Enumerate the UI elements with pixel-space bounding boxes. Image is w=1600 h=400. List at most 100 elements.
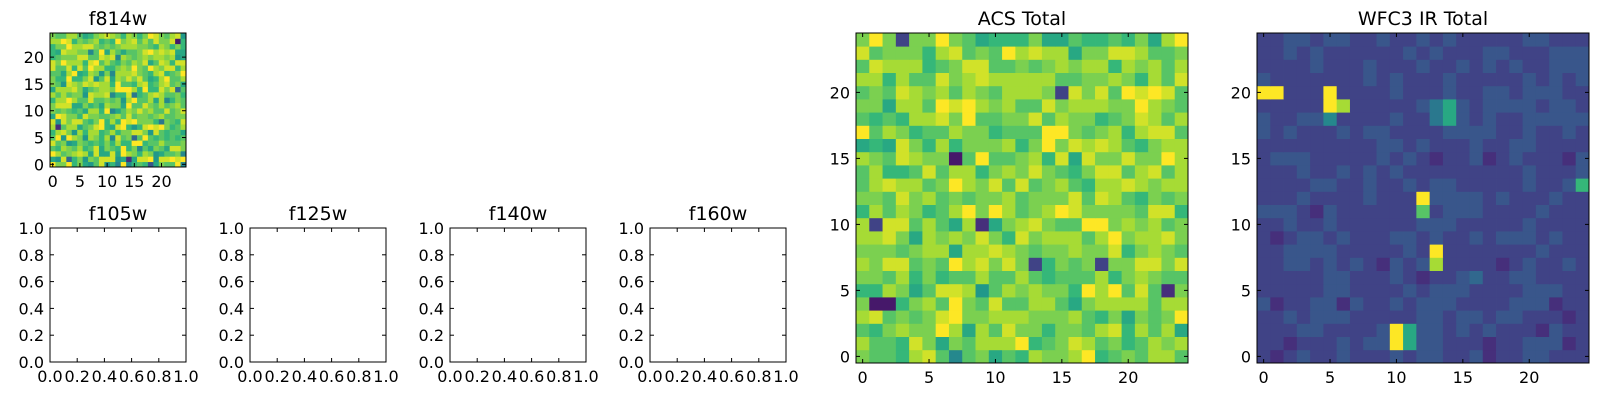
heatmap-cell xyxy=(1028,310,1043,324)
heatmap-cell xyxy=(1257,257,1271,271)
heatmap-cell xyxy=(1456,85,1470,100)
heatmap-cell xyxy=(164,54,171,61)
heatmap-cell xyxy=(1482,112,1497,126)
heatmap-cell xyxy=(71,49,78,55)
heatmap-cell xyxy=(1562,336,1577,351)
heatmap-cell xyxy=(93,129,100,136)
x-tick-label: 15 xyxy=(1453,368,1473,387)
heatmap-cell xyxy=(1376,72,1391,87)
heatmap-cell xyxy=(115,145,122,152)
heatmap-cell xyxy=(1257,204,1271,219)
heatmap-cell xyxy=(962,270,976,285)
heatmap-cell xyxy=(869,283,883,298)
heatmap-cell xyxy=(869,217,883,232)
heatmap-cell xyxy=(55,134,62,141)
heatmap-cell xyxy=(1095,217,1109,232)
heatmap-cell xyxy=(1403,257,1417,271)
heatmap-cell xyxy=(82,33,89,39)
heatmap-cell xyxy=(1296,112,1311,126)
heatmap-cell xyxy=(1482,85,1497,100)
heatmap-cell xyxy=(1522,46,1537,60)
heatmap-cell xyxy=(1469,336,1484,351)
x-tick-label: 20 xyxy=(1519,368,1539,387)
heatmap-cell xyxy=(1095,33,1109,47)
heatmap-cell xyxy=(1002,257,1016,271)
heatmap-cell xyxy=(856,138,870,153)
heatmap-cell xyxy=(1496,72,1510,87)
heatmap-cell xyxy=(1283,336,1298,351)
heatmap-cell xyxy=(115,70,122,77)
heatmap-cell xyxy=(1469,270,1484,285)
heatmap-cell xyxy=(1108,270,1122,285)
heatmap-cell xyxy=(153,59,160,66)
heatmap-cell xyxy=(158,86,165,93)
heatmap-cell xyxy=(1416,336,1431,351)
heatmap-cell xyxy=(1403,297,1417,311)
heatmap-cell xyxy=(153,49,160,55)
heatmap-cell xyxy=(1522,244,1537,258)
heatmap-cell xyxy=(1429,72,1444,87)
heatmap-cell xyxy=(1028,257,1043,271)
heatmap-cell xyxy=(164,49,171,55)
heatmap-cell xyxy=(856,270,870,285)
heatmap-cell xyxy=(169,91,176,98)
x-tick-label: 0.6 xyxy=(519,367,544,386)
heatmap-cell xyxy=(175,86,181,93)
heatmap-cell xyxy=(1121,270,1136,285)
heatmap-cell xyxy=(104,129,111,136)
heatmap-cell xyxy=(1002,231,1016,245)
heatmap-cell xyxy=(1416,204,1431,219)
heatmap-cell xyxy=(88,97,94,104)
heatmap-cell xyxy=(1121,217,1136,232)
heatmap-cell xyxy=(1482,72,1497,87)
heatmap-cell xyxy=(131,150,138,157)
heatmap-cell xyxy=(1456,165,1470,179)
heatmap-cell xyxy=(1095,99,1109,113)
heatmap-cell xyxy=(1095,257,1109,271)
heatmap-cell xyxy=(1376,231,1391,245)
heatmap-cell xyxy=(77,134,84,141)
heatmap-cell xyxy=(180,150,187,157)
heatmap-cell xyxy=(120,113,127,120)
y-tick-label: 20 xyxy=(830,83,850,102)
heatmap-cell xyxy=(1148,204,1162,219)
heatmap-cell xyxy=(55,43,62,50)
heatmap-cell xyxy=(109,70,116,77)
heatmap-cell xyxy=(935,33,950,47)
heatmap-cell xyxy=(115,91,122,98)
heatmap-cell xyxy=(1496,191,1510,205)
heatmap-cell xyxy=(1028,244,1043,258)
heatmap-cell xyxy=(1270,297,1284,311)
heatmap-cell xyxy=(1257,178,1271,192)
heatmap-cell xyxy=(82,91,89,98)
heatmap-cell xyxy=(1363,217,1377,232)
heatmap-cell xyxy=(1442,191,1457,205)
heatmap-cell xyxy=(1121,191,1136,205)
heatmap-cell xyxy=(158,97,165,104)
y-tick-label: 0.0 xyxy=(619,353,644,372)
heatmap-cell xyxy=(1442,59,1457,73)
heatmap-cell xyxy=(50,124,56,130)
heatmap-cell xyxy=(1068,99,1083,113)
heatmap-cell xyxy=(1041,151,1056,166)
heatmap-cell xyxy=(948,178,963,192)
heatmap-cell xyxy=(962,244,976,258)
heatmap-cell xyxy=(962,257,976,271)
heatmap-cell xyxy=(109,145,116,152)
heatmap-cell xyxy=(71,54,78,61)
heatmap-cell xyxy=(60,86,67,93)
heatmap-cell xyxy=(71,43,78,50)
x-tick-label: 0.4 xyxy=(292,367,317,386)
heatmap-cell xyxy=(1442,204,1457,219)
heatmap-cell xyxy=(147,86,154,93)
heatmap-cell xyxy=(1509,349,1523,364)
heatmap-cell xyxy=(895,59,910,73)
heatmap-cell xyxy=(962,336,976,351)
heatmap-cell xyxy=(1002,125,1016,139)
heatmap-cell xyxy=(98,75,105,82)
heatmap-cell xyxy=(55,86,62,93)
heatmap-cell xyxy=(109,124,116,130)
heatmap-cell xyxy=(962,59,976,73)
heatmap-cell xyxy=(55,65,62,71)
heatmap-cell xyxy=(1068,165,1083,179)
